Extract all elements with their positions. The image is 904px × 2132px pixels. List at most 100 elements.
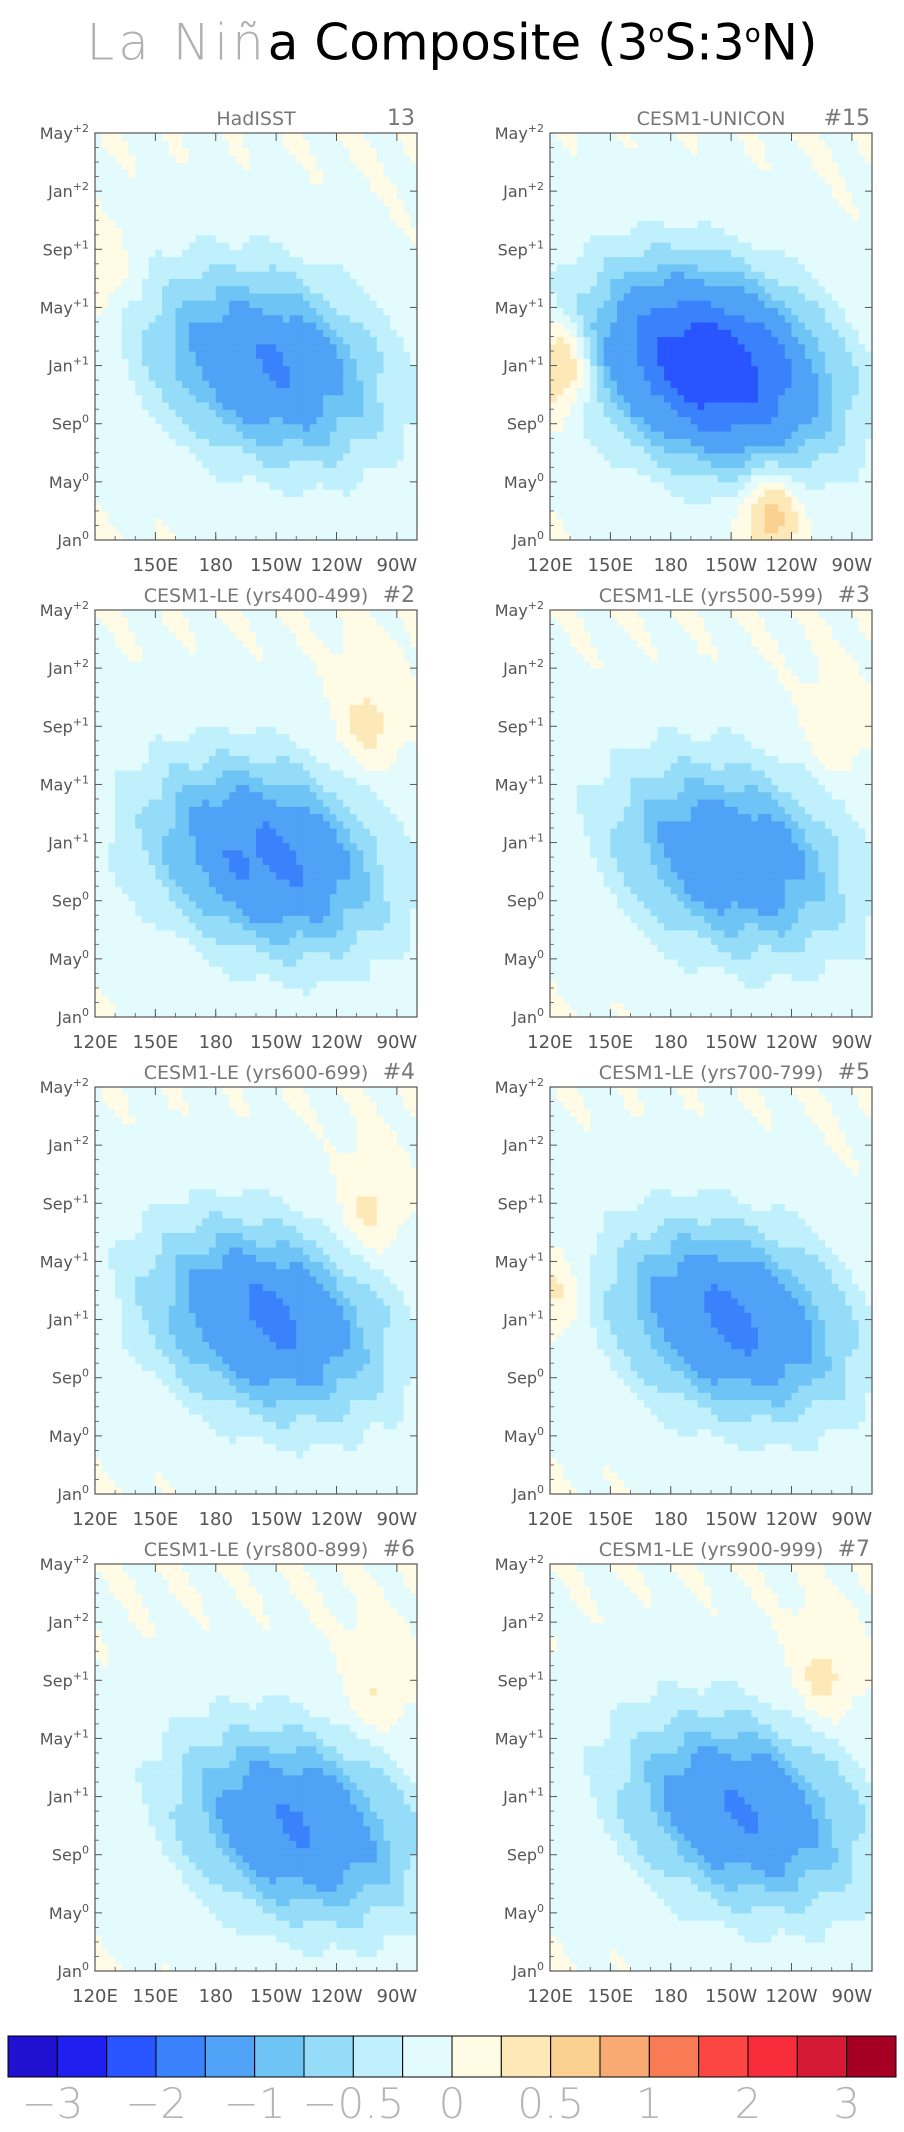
field-cell (229, 242, 236, 250)
field-cell (631, 344, 638, 352)
field-cell (276, 416, 283, 424)
field-cell (310, 402, 317, 410)
field-cell (785, 373, 792, 381)
field-cell (724, 337, 731, 345)
field-cell (370, 424, 377, 432)
field-cell (651, 511, 658, 519)
field-cell (162, 438, 169, 446)
field-cell (95, 467, 102, 475)
field-cell (370, 198, 377, 206)
field-cell (202, 278, 209, 286)
field-cell (243, 278, 250, 286)
field-cell (162, 373, 169, 381)
field-cell (711, 213, 718, 221)
field-cell (209, 475, 216, 483)
field-cell (216, 475, 223, 483)
field-cell (343, 227, 350, 235)
field-cell (169, 467, 176, 475)
field-cell (577, 198, 584, 206)
field-cell (798, 162, 805, 170)
field-cell (765, 489, 772, 497)
field-cell (778, 424, 785, 432)
field-cell (383, 249, 390, 257)
field-cell (135, 504, 142, 512)
field-cell (290, 482, 297, 490)
field-cell (149, 162, 156, 170)
field-cell (236, 235, 243, 243)
field-cell (135, 249, 142, 257)
field-cell (724, 409, 731, 417)
field-cell (631, 373, 638, 381)
field-cell (182, 198, 189, 206)
field-cell (644, 453, 651, 461)
field-cell (162, 446, 169, 454)
field-cell (95, 148, 102, 156)
field-cell (115, 482, 122, 490)
field-cell (550, 293, 557, 301)
field-cell (155, 358, 162, 366)
field-cell (377, 191, 384, 199)
field-cell (229, 431, 236, 439)
field-cell (671, 148, 678, 156)
field-cell (330, 293, 337, 301)
field-cell (711, 249, 718, 257)
field-cell (778, 155, 785, 163)
field-cell (758, 300, 765, 308)
field-cell (256, 293, 263, 301)
field-cell (222, 235, 229, 243)
field-cell (102, 438, 109, 446)
field-cell (691, 337, 698, 345)
field-cell (778, 220, 785, 228)
field-cell (704, 278, 711, 286)
field-cell (108, 133, 115, 141)
field-cell (738, 271, 745, 279)
field-cell (738, 373, 745, 381)
field-cell (792, 322, 799, 330)
field-cell (383, 489, 390, 497)
field-cell (350, 380, 357, 388)
field-cell (209, 155, 216, 163)
field-cell (350, 300, 357, 308)
field-cell (745, 155, 752, 163)
field-cell (711, 278, 718, 286)
field-cell (644, 322, 651, 330)
field-cell (316, 235, 323, 243)
field-cell (303, 387, 310, 395)
field-cell (651, 467, 658, 475)
field-cell (557, 264, 564, 272)
field-cell (651, 278, 658, 286)
field-cell (651, 446, 658, 454)
field-cell (337, 227, 344, 235)
field-cell (584, 315, 591, 323)
field-cell (590, 162, 597, 170)
field-cell (249, 191, 256, 199)
field-cell (792, 184, 799, 192)
field-cell (249, 402, 256, 410)
field-cell (785, 453, 792, 461)
field-cell (785, 155, 792, 163)
field-cell (805, 293, 812, 301)
field-cell (316, 409, 323, 417)
field-cell (276, 518, 283, 526)
field-cell (383, 278, 390, 286)
field-cell (651, 424, 658, 432)
field-cell (209, 220, 216, 228)
field-cell (404, 373, 411, 381)
field-cell (557, 307, 564, 315)
field-cell (677, 395, 684, 403)
field-cell (778, 395, 785, 403)
field-cell (243, 344, 250, 352)
field-cell (383, 453, 390, 461)
field-cell (604, 213, 611, 221)
field-cell (805, 264, 812, 272)
field-cell (651, 409, 658, 417)
field-cell (169, 198, 176, 206)
field-cell (718, 162, 725, 170)
field-cell (563, 511, 570, 519)
field-cell (657, 525, 664, 533)
field-cell (557, 518, 564, 526)
field-cell (343, 409, 350, 417)
field-cell (129, 525, 136, 533)
field-cell (236, 358, 243, 366)
field-cell (283, 438, 290, 446)
